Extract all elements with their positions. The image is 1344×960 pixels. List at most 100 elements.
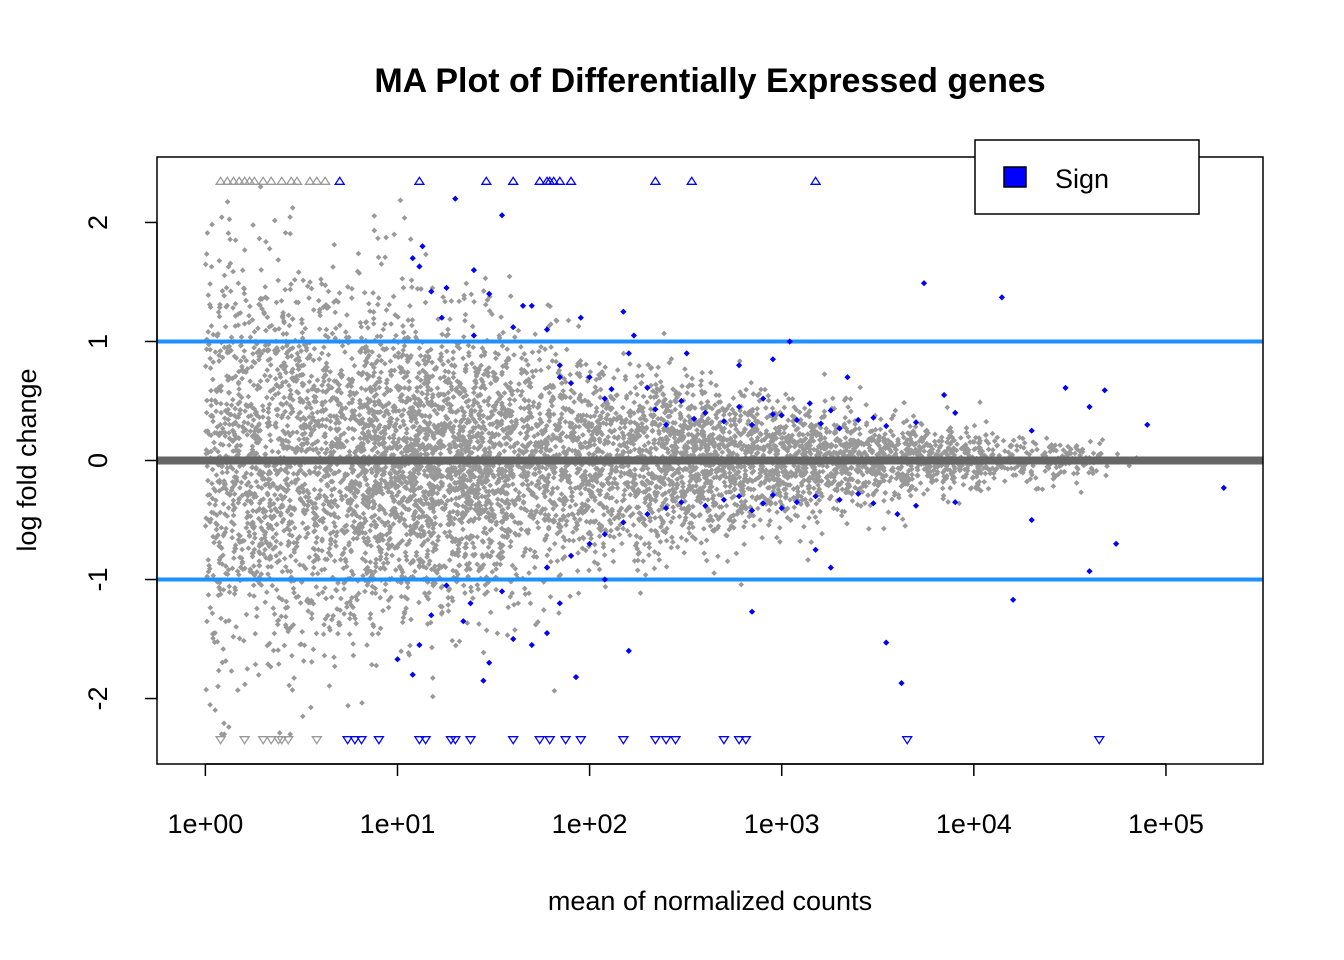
point-not-significant <box>608 527 614 534</box>
point-not-significant <box>241 320 248 327</box>
point-not-significant <box>237 358 244 364</box>
point-not-significant <box>276 730 283 736</box>
point-not-significant <box>346 631 353 638</box>
point-not-significant <box>221 292 227 299</box>
point-not-significant <box>495 389 501 396</box>
point-not-significant <box>302 325 309 332</box>
point-not-significant <box>275 661 282 667</box>
point-not-significant <box>485 402 492 408</box>
point-not-significant <box>314 570 321 577</box>
point-not-significant <box>563 433 570 440</box>
point-not-significant <box>243 297 249 304</box>
point-not-significant <box>516 381 522 387</box>
point-not-significant <box>278 297 285 304</box>
point-not-significant <box>223 401 230 408</box>
point-not-significant <box>699 369 706 376</box>
point-not-significant <box>517 430 524 437</box>
point-not-significant <box>251 593 257 599</box>
point-not-significant <box>425 536 431 543</box>
point-not-significant <box>1057 442 1063 449</box>
point-not-significant <box>266 245 273 252</box>
point-not-significant <box>742 467 749 474</box>
point-not-significant <box>235 280 242 287</box>
point-not-significant <box>225 230 232 237</box>
point-not-significant <box>508 418 515 425</box>
point-not-significant <box>460 333 467 340</box>
point-not-significant <box>388 321 394 327</box>
point-not-significant <box>266 401 273 408</box>
point-not-significant <box>469 540 476 546</box>
point-not-significant <box>597 491 603 498</box>
point-not-significant <box>226 216 233 223</box>
point-not-significant <box>289 687 296 693</box>
point-not-significant <box>259 403 266 409</box>
point-not-significant <box>468 588 475 595</box>
point-not-significant <box>247 334 254 341</box>
point-not-significant <box>766 507 772 514</box>
point-not-significant <box>452 642 459 649</box>
point-not-significant <box>852 421 858 427</box>
point-not-significant <box>350 652 357 659</box>
point-not-significant <box>238 479 245 486</box>
point-not-significant <box>407 642 413 649</box>
point-not-significant <box>213 472 220 478</box>
point-not-significant <box>408 277 415 284</box>
point-not-significant <box>881 497 887 504</box>
point-not-significant <box>1103 472 1109 479</box>
point-not-significant <box>511 397 518 403</box>
point-not-significant <box>239 267 246 274</box>
point-not-significant <box>575 550 581 556</box>
point-not-significant <box>506 396 513 403</box>
point-not-significant <box>527 600 534 607</box>
point-not-significant <box>981 479 988 485</box>
point-not-significant <box>1050 483 1057 490</box>
point-not-significant <box>326 377 332 383</box>
point-not-significant <box>494 630 501 637</box>
point-not-significant <box>319 350 325 357</box>
point-not-significant <box>583 412 590 419</box>
point-not-significant <box>680 483 686 490</box>
point-not-significant <box>376 353 382 359</box>
point-not-significant <box>299 713 306 720</box>
point-not-significant <box>571 390 578 396</box>
point-not-significant <box>211 439 217 446</box>
point-not-significant <box>567 394 574 401</box>
point-not-significant <box>486 445 493 451</box>
point-not-significant <box>205 557 212 563</box>
point-not-significant <box>596 533 603 540</box>
point-not-significant <box>273 531 280 537</box>
point-not-significant <box>281 394 287 401</box>
point-not-significant <box>587 413 594 420</box>
point-not-significant <box>499 343 506 349</box>
point-not-significant <box>360 510 367 517</box>
point-not-significant <box>396 556 402 563</box>
point-not-significant <box>228 402 235 409</box>
point-not-significant <box>229 396 236 403</box>
point-not-significant <box>504 632 511 639</box>
point-not-significant <box>759 534 766 541</box>
point-not-significant <box>994 434 1001 441</box>
point-not-significant <box>627 491 634 498</box>
point-not-significant <box>241 247 248 253</box>
point-not-significant <box>295 269 302 276</box>
point-not-significant <box>252 661 259 668</box>
point-not-significant <box>668 544 675 551</box>
point-not-significant <box>272 375 279 382</box>
point-not-significant <box>448 496 455 503</box>
point-not-significant <box>331 654 337 661</box>
point-not-significant <box>271 630 278 637</box>
point-not-significant <box>565 317 572 324</box>
point-not-significant <box>619 540 625 547</box>
point-not-significant <box>648 445 654 452</box>
point-not-significant <box>596 360 603 367</box>
point-not-significant <box>782 391 789 398</box>
point-not-significant <box>202 261 209 268</box>
point-not-significant <box>218 214 225 221</box>
point-not-significant <box>520 492 527 499</box>
point-not-significant <box>713 382 720 389</box>
point-not-significant <box>446 586 453 592</box>
point-not-significant <box>417 352 424 359</box>
point-not-significant <box>817 508 823 515</box>
point-not-significant <box>289 652 295 659</box>
